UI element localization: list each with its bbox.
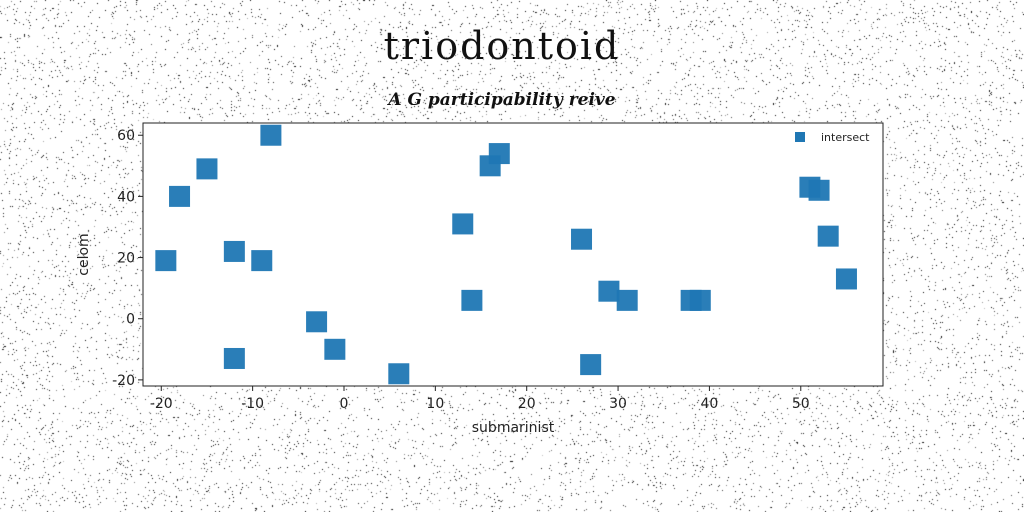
legend: intersect — [795, 131, 870, 144]
x-tick-label: 10 — [426, 396, 444, 412]
data-point — [260, 124, 282, 146]
data-point — [808, 179, 830, 201]
y-tick-label: 40 — [117, 189, 135, 205]
axes: -20 -10 0 10 20 30 40 50 -20 0 20 40 60 — [112, 122, 884, 412]
x-tick-label: 20 — [518, 396, 536, 412]
data-point — [461, 289, 483, 311]
y-tick-label: -20 — [112, 373, 135, 389]
data-point — [689, 289, 711, 311]
x-tick-label: -10 — [241, 396, 264, 412]
legend-marker — [795, 132, 805, 142]
data-point — [155, 250, 177, 272]
y-axis-label: celom — [76, 233, 92, 275]
y-tick-label: 0 — [126, 312, 135, 328]
data-point — [598, 280, 620, 302]
data-point — [488, 143, 510, 165]
y-tick-label: 60 — [117, 128, 135, 144]
x-tick-label: -20 — [150, 396, 173, 412]
chart-subtitle: A G participability reive — [388, 90, 616, 110]
x-axis-label: submarinist — [472, 420, 555, 436]
data-point — [580, 354, 602, 376]
x-tick-label: 30 — [609, 396, 627, 412]
x-tick-label: 50 — [792, 396, 810, 412]
data-point — [169, 185, 191, 207]
data-point — [324, 338, 346, 360]
x-tick-label: 0 — [340, 396, 349, 412]
data-point — [817, 225, 839, 247]
data-point — [196, 158, 218, 180]
x-tick-label: 40 — [701, 396, 719, 412]
data-point — [452, 213, 474, 235]
chart-title: triodontoid — [383, 24, 621, 68]
data-point — [306, 311, 328, 333]
plot-frame — [142, 122, 884, 387]
data-point — [616, 289, 638, 311]
data-point — [251, 250, 273, 272]
data-point — [835, 268, 857, 290]
data-markers — [155, 124, 857, 385]
data-point — [388, 363, 410, 385]
legend-label: intersect — [821, 131, 870, 144]
data-point — [223, 240, 245, 262]
y-tick-label: 20 — [117, 251, 135, 267]
data-point — [223, 347, 245, 369]
data-point — [571, 228, 593, 250]
